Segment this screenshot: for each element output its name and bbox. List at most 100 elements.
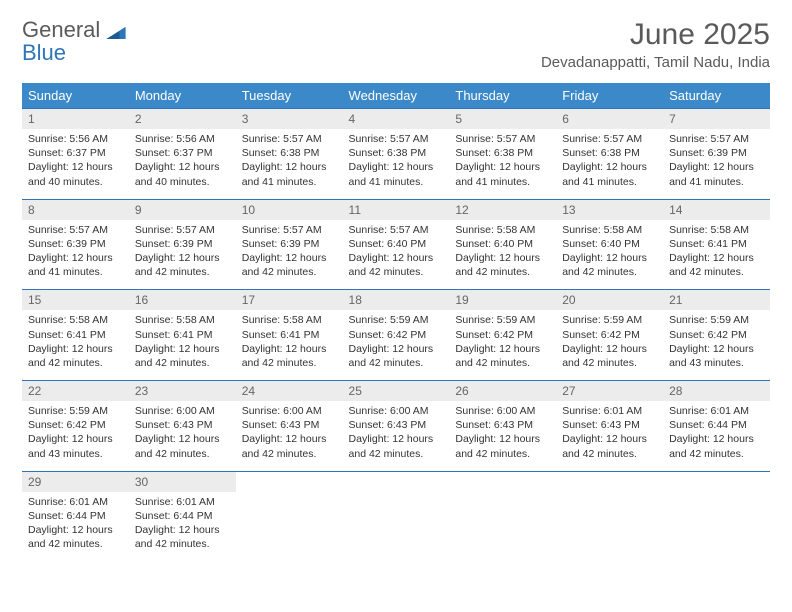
weekday-header: Monday: [129, 83, 236, 109]
day-content-cell: [663, 492, 770, 562]
day-content-cell: Sunrise: 5:57 AMSunset: 6:38 PMDaylight:…: [556, 129, 663, 199]
sunrise-text: Sunrise: 5:56 AM: [28, 132, 123, 146]
sunset-text: Sunset: 6:42 PM: [349, 328, 444, 342]
day-number-cell: [556, 471, 663, 492]
weekday-header: Friday: [556, 83, 663, 109]
weekday-header: Tuesday: [236, 83, 343, 109]
daylight-text: Daylight: 12 hours and 43 minutes.: [28, 432, 123, 460]
sunrise-text: Sunrise: 5:59 AM: [562, 313, 657, 327]
day-number-cell: 28: [663, 381, 770, 402]
sunset-text: Sunset: 6:40 PM: [562, 237, 657, 251]
sunset-text: Sunset: 6:41 PM: [242, 328, 337, 342]
daynum-row: 2930: [22, 471, 770, 492]
day-content-cell: [556, 492, 663, 562]
sunrise-text: Sunrise: 5:57 AM: [669, 132, 764, 146]
daylight-text: Daylight: 12 hours and 42 minutes.: [242, 432, 337, 460]
daylight-text: Daylight: 12 hours and 42 minutes.: [562, 251, 657, 279]
sunrise-text: Sunrise: 6:00 AM: [135, 404, 230, 418]
day-number-cell: 4: [343, 109, 450, 130]
sunrise-text: Sunrise: 5:59 AM: [349, 313, 444, 327]
sunset-text: Sunset: 6:39 PM: [135, 237, 230, 251]
daylight-text: Daylight: 12 hours and 42 minutes.: [349, 342, 444, 370]
day-number-cell: 3: [236, 109, 343, 130]
daylight-text: Daylight: 12 hours and 42 minutes.: [135, 432, 230, 460]
day-content-cell: [449, 492, 556, 562]
brand-part2: Blue: [22, 40, 66, 65]
day-content-cell: Sunrise: 5:57 AMSunset: 6:38 PMDaylight:…: [236, 129, 343, 199]
daylight-text: Daylight: 12 hours and 42 minutes.: [28, 342, 123, 370]
daylight-text: Daylight: 12 hours and 41 minutes.: [28, 251, 123, 279]
daylight-text: Daylight: 12 hours and 42 minutes.: [455, 342, 550, 370]
weekday-header-row: Sunday Monday Tuesday Wednesday Thursday…: [22, 83, 770, 109]
day-content-cell: Sunrise: 5:59 AMSunset: 6:42 PMDaylight:…: [343, 310, 450, 380]
sunset-text: Sunset: 6:41 PM: [669, 237, 764, 251]
day-number-cell: 18: [343, 290, 450, 311]
daylight-text: Daylight: 12 hours and 42 minutes.: [242, 342, 337, 370]
sunset-text: Sunset: 6:41 PM: [28, 328, 123, 342]
day-content-cell: Sunrise: 5:57 AMSunset: 6:38 PMDaylight:…: [449, 129, 556, 199]
day-content-cell: Sunrise: 5:56 AMSunset: 6:37 PMDaylight:…: [22, 129, 129, 199]
sunrise-text: Sunrise: 5:58 AM: [28, 313, 123, 327]
day-content-cell: Sunrise: 6:00 AMSunset: 6:43 PMDaylight:…: [236, 401, 343, 471]
sunset-text: Sunset: 6:43 PM: [349, 418, 444, 432]
sunrise-text: Sunrise: 6:01 AM: [28, 495, 123, 509]
day-number-cell: 7: [663, 109, 770, 130]
sunset-text: Sunset: 6:39 PM: [28, 237, 123, 251]
daylight-text: Daylight: 12 hours and 40 minutes.: [28, 160, 123, 188]
day-content-cell: Sunrise: 5:58 AMSunset: 6:41 PMDaylight:…: [129, 310, 236, 380]
sunrise-text: Sunrise: 5:58 AM: [562, 223, 657, 237]
day-number-cell: 15: [22, 290, 129, 311]
day-number-cell: 26: [449, 381, 556, 402]
day-content-cell: Sunrise: 5:58 AMSunset: 6:41 PMDaylight:…: [22, 310, 129, 380]
day-content-row: Sunrise: 5:58 AMSunset: 6:41 PMDaylight:…: [22, 310, 770, 380]
day-number-cell: 2: [129, 109, 236, 130]
day-number-cell: 12: [449, 199, 556, 220]
daylight-text: Daylight: 12 hours and 42 minutes.: [562, 432, 657, 460]
sunset-text: Sunset: 6:39 PM: [242, 237, 337, 251]
day-content-cell: Sunrise: 6:01 AMSunset: 6:44 PMDaylight:…: [663, 401, 770, 471]
header: GeneralBlue June 2025 Devadanappatti, Ta…: [22, 18, 770, 71]
sunset-text: Sunset: 6:43 PM: [242, 418, 337, 432]
sunset-text: Sunset: 6:42 PM: [28, 418, 123, 432]
weekday-header: Wednesday: [343, 83, 450, 109]
day-number-cell: 13: [556, 199, 663, 220]
day-number-cell: 29: [22, 471, 129, 492]
day-number-cell: 22: [22, 381, 129, 402]
sunset-text: Sunset: 6:43 PM: [135, 418, 230, 432]
sunset-text: Sunset: 6:43 PM: [562, 418, 657, 432]
sunrise-text: Sunrise: 6:01 AM: [669, 404, 764, 418]
day-content-cell: [343, 492, 450, 562]
daylight-text: Daylight: 12 hours and 41 minutes.: [349, 160, 444, 188]
day-content-row: Sunrise: 5:57 AMSunset: 6:39 PMDaylight:…: [22, 220, 770, 290]
location-text: Devadanappatti, Tamil Nadu, India: [541, 54, 770, 71]
sunrise-text: Sunrise: 5:59 AM: [455, 313, 550, 327]
day-content-cell: Sunrise: 5:59 AMSunset: 6:42 PMDaylight:…: [556, 310, 663, 380]
day-content-cell: Sunrise: 5:57 AMSunset: 6:39 PMDaylight:…: [129, 220, 236, 290]
day-number-cell: 21: [663, 290, 770, 311]
daynum-row: 22232425262728: [22, 381, 770, 402]
day-content-row: Sunrise: 6:01 AMSunset: 6:44 PMDaylight:…: [22, 492, 770, 562]
daynum-row: 15161718192021: [22, 290, 770, 311]
day-number-cell: 27: [556, 381, 663, 402]
daylight-text: Daylight: 12 hours and 41 minutes.: [669, 160, 764, 188]
day-content-cell: Sunrise: 5:57 AMSunset: 6:39 PMDaylight:…: [22, 220, 129, 290]
day-content-row: Sunrise: 5:56 AMSunset: 6:37 PMDaylight:…: [22, 129, 770, 199]
logo-triangle-icon: [106, 25, 126, 39]
day-number-cell: 17: [236, 290, 343, 311]
month-title: June 2025: [541, 18, 770, 52]
daylight-text: Daylight: 12 hours and 41 minutes.: [455, 160, 550, 188]
sunrise-text: Sunrise: 5:56 AM: [135, 132, 230, 146]
day-content-cell: Sunrise: 6:01 AMSunset: 6:44 PMDaylight:…: [22, 492, 129, 562]
day-content-cell: Sunrise: 5:58 AMSunset: 6:41 PMDaylight:…: [236, 310, 343, 380]
title-block: June 2025 Devadanappatti, Tamil Nadu, In…: [541, 18, 770, 71]
sunset-text: Sunset: 6:40 PM: [455, 237, 550, 251]
daylight-text: Daylight: 12 hours and 42 minutes.: [562, 342, 657, 370]
sunrise-text: Sunrise: 6:01 AM: [562, 404, 657, 418]
day-content-cell: Sunrise: 5:58 AMSunset: 6:40 PMDaylight:…: [449, 220, 556, 290]
day-content-cell: Sunrise: 5:59 AMSunset: 6:42 PMDaylight:…: [22, 401, 129, 471]
sunrise-text: Sunrise: 5:58 AM: [669, 223, 764, 237]
day-content-cell: Sunrise: 5:57 AMSunset: 6:39 PMDaylight:…: [663, 129, 770, 199]
day-content-cell: Sunrise: 5:56 AMSunset: 6:37 PMDaylight:…: [129, 129, 236, 199]
day-number-cell: 10: [236, 199, 343, 220]
day-number-cell: 25: [343, 381, 450, 402]
